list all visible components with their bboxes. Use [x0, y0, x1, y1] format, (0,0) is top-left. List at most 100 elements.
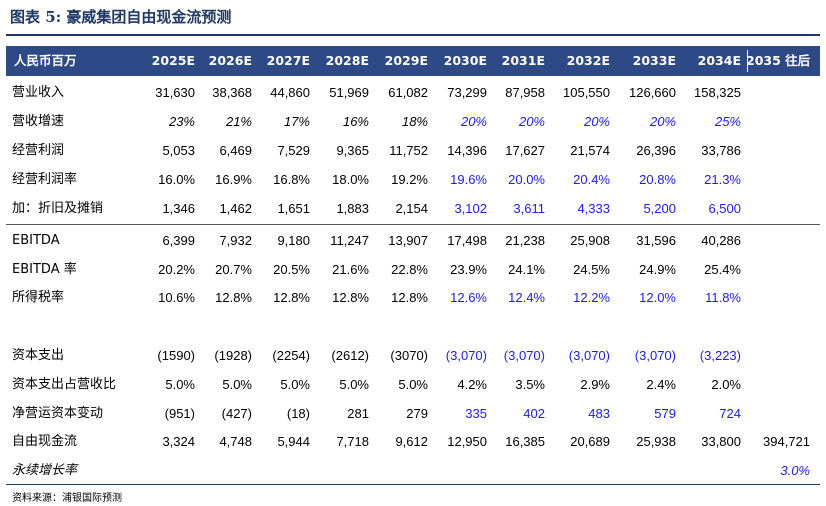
table-cell: 16%	[342, 114, 369, 129]
table-cell: 4,748	[219, 434, 252, 449]
table-row: 经营利润率 16.0% 16.9% 16.8% 18.0% 19.2% 19.6% 20.0%…	[6, 165, 820, 194]
table-cell	[746, 165, 810, 194]
table-cell: 17%	[283, 114, 310, 129]
table-cell: 24.5%	[573, 262, 610, 277]
table-cell: 4.2%	[457, 377, 487, 392]
table-cell: 25%	[714, 114, 741, 129]
table-cell	[746, 255, 810, 284]
table-cell: 16.9%	[215, 172, 252, 187]
table-cell: 25,908	[570, 233, 610, 248]
table-cell: (3,070)	[634, 348, 676, 363]
table-cell: 87,958	[505, 85, 545, 100]
table-cell: 3.0%	[780, 463, 810, 478]
table-cell: 158,325	[694, 85, 741, 100]
table-cell: 7,718	[336, 434, 369, 449]
table-cell: 20.7%	[215, 262, 252, 277]
table-cell	[188, 456, 252, 485]
table-cell: 3,324	[162, 434, 195, 449]
row-label: 经营利润率	[12, 172, 78, 187]
table-cell: 19.2%	[391, 172, 428, 187]
row-label: 营业收入	[12, 85, 65, 100]
table-cell: 11,247	[330, 233, 369, 248]
table-cell	[364, 456, 428, 485]
table-cell: 40,286	[701, 233, 741, 248]
table-cell: 16.0%	[158, 172, 195, 187]
table-cell: 12.4%	[508, 290, 545, 305]
header-label: 人民币百万	[14, 53, 77, 68]
table-cell	[246, 456, 310, 485]
table-cell	[305, 456, 369, 485]
header-year: 2033E	[632, 53, 676, 68]
table-cell: 21,574	[570, 143, 610, 158]
table-cell: 2.0%	[711, 377, 741, 392]
table-cell	[746, 341, 810, 370]
table-row: 资本支出占营收比 5.0% 5.0% 5.0% 5.0% 5.0% 4.2% 3.5% 2.9%…	[6, 370, 820, 399]
table-cell: 5.0%	[398, 377, 428, 392]
table-cell: 31,596	[636, 233, 676, 248]
table-cell	[746, 226, 810, 255]
row-label: 经营利润	[12, 143, 65, 158]
bottom-rule	[6, 484, 820, 485]
table-cell: 7,529	[277, 143, 310, 158]
table-cell: 724	[719, 406, 741, 421]
table-cell: 44,860	[270, 85, 310, 100]
source-note: 资料来源：浦银国际预测	[12, 493, 122, 504]
table-cell: 12,950	[447, 434, 487, 449]
table-cell	[746, 78, 810, 107]
table-cell: 20.4%	[573, 172, 610, 187]
table-cell: 1,651	[277, 201, 310, 216]
table-cell: 23%	[168, 114, 195, 129]
table-cell: 21%	[225, 114, 252, 129]
table-cell	[746, 283, 810, 312]
table-cell: 20.0%	[508, 172, 545, 187]
table-cell: 3.5%	[515, 377, 545, 392]
row-label: 净营运资本变动	[12, 406, 104, 421]
table-cell: 6,500	[708, 201, 741, 216]
title-rule	[6, 34, 820, 36]
table-cell: 105,550	[563, 85, 610, 100]
table-cell: (3070)	[390, 348, 428, 363]
table-cell: 73,299	[447, 85, 487, 100]
table-cell: (3,070)	[445, 348, 487, 363]
table-cell: 394,721	[763, 434, 810, 449]
table-row: 经营利润 5,053 6,469 7,529 9,365 11,752 14,396 17,6…	[6, 136, 820, 165]
table-row: 加：折旧及摊销 1,346 1,462 1,651 1,883 2,154 3,102 3,6…	[6, 194, 820, 223]
table-cell: 12.8%	[215, 290, 252, 305]
table-cell: 16.8%	[273, 172, 310, 187]
table-cell: 6,399	[162, 233, 195, 248]
table-cell: 2.4%	[646, 377, 676, 392]
table-cell: 20%	[518, 114, 545, 129]
row-label: 自由现金流	[12, 434, 78, 449]
row-label: 所得税率	[12, 290, 65, 305]
table-cell: 11.8%	[705, 290, 741, 305]
table-cell: 3,102	[454, 201, 487, 216]
table-cell: (951)	[164, 406, 195, 421]
table-cell: 12.8%	[332, 290, 369, 305]
table-cell: 1,346	[162, 201, 195, 216]
table-cell	[612, 456, 676, 485]
table-cell: 61,082	[388, 85, 428, 100]
table-cell: 12.8%	[273, 290, 310, 305]
header-year: 2031E	[501, 53, 545, 68]
table-cell: 33,800	[701, 434, 741, 449]
table-cell	[677, 456, 741, 485]
table-row: 资本支出 (1590) (1928) (2254) (2612) (3070) (3,070…	[6, 341, 820, 370]
table-cell: 18%	[401, 114, 428, 129]
table-cell: 5.0%	[339, 377, 369, 392]
table-cell: 1,462	[219, 201, 252, 216]
table-cell: 5.0%	[222, 377, 252, 392]
table-cell: 4,333	[577, 201, 610, 216]
table-cell: (2254)	[272, 348, 310, 363]
table-cell: 279	[406, 406, 428, 421]
table-row: EBITDA 率 20.2% 20.7% 20.5% 21.6% 22.8% 23.9% 24…	[6, 255, 820, 284]
row-label: 加：折旧及摊销	[12, 201, 104, 216]
table-cell: 25.4%	[704, 262, 741, 277]
table-row: 净营运资本变动 (951) (427) (18) 281 279 335 402 483 579 7…	[6, 399, 820, 428]
row-label: 永续增长率	[12, 463, 78, 478]
table-cell	[746, 136, 810, 165]
table-row: 营收增速 23% 21% 17% 16% 18% 20% 20% 20% 20% 25%	[6, 107, 820, 136]
section-divider	[6, 224, 820, 225]
table-cell: 31,630	[155, 85, 195, 100]
table-cell: 7,932	[219, 233, 252, 248]
table-cell: 5.0%	[280, 377, 310, 392]
